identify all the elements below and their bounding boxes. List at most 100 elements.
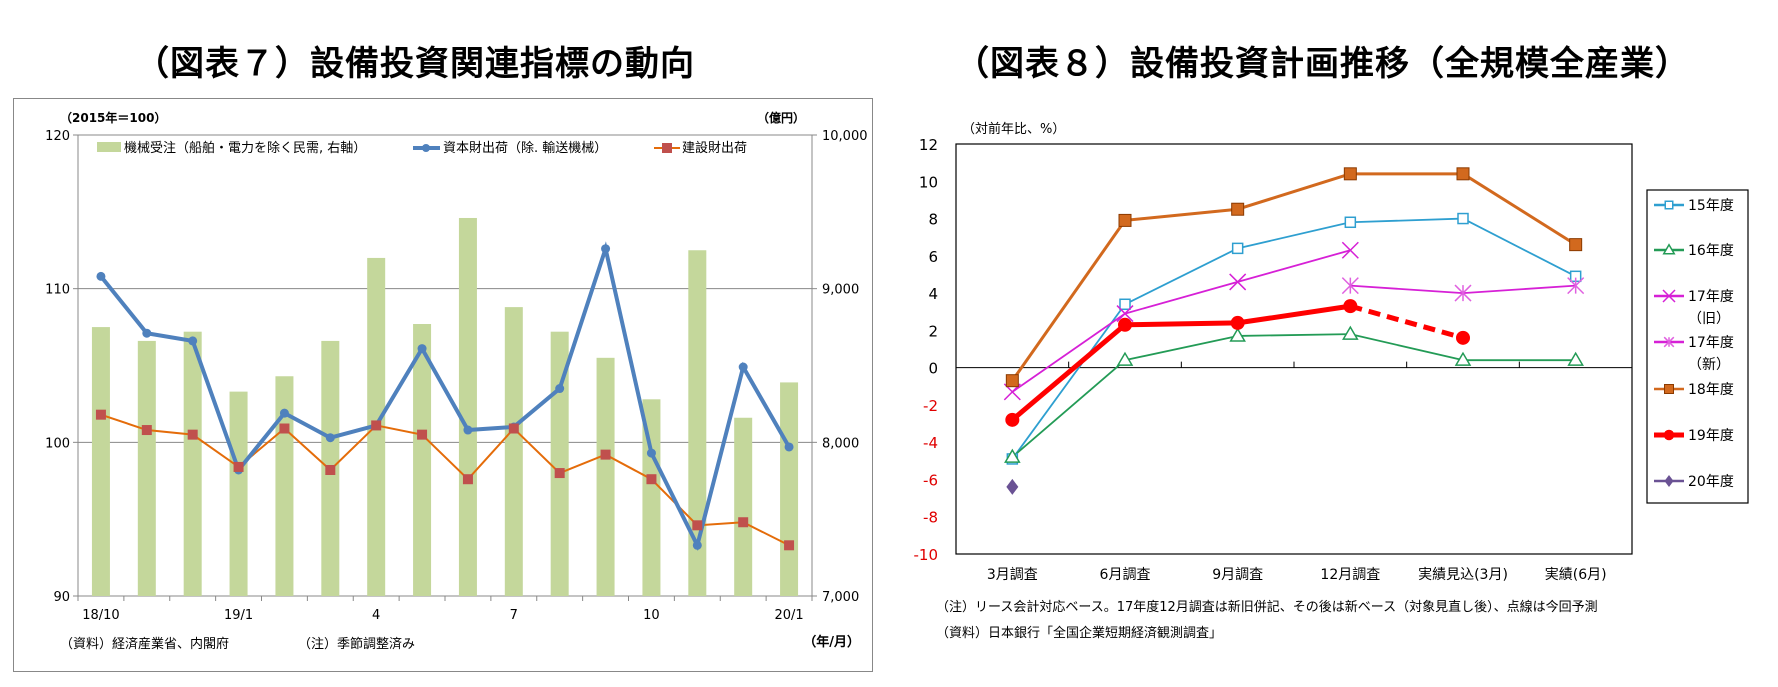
x-tick-label: 実績(6月) — [1545, 567, 1607, 583]
x-tick-label: 実績見込(3月) — [1418, 567, 1508, 583]
series-1-point — [1004, 448, 1021, 463]
series-0-point — [1457, 212, 1469, 225]
y-tick-label: 0 — [928, 360, 938, 378]
source-note: （資料）日本銀行「全国企業短期経済観測調査」 — [936, 625, 1222, 641]
y-unit-label: （対前年比、%） — [962, 121, 1065, 137]
point-capital-goods — [96, 271, 106, 281]
series-4-segment — [1462, 172, 1577, 246]
bar-machinery-orders — [688, 250, 707, 596]
line-capital-goods-shipments — [99, 241, 791, 551]
y-tick-label: -8 — [923, 509, 938, 527]
series-3-segment — [1350, 284, 1464, 294]
series-1-segment — [1350, 333, 1464, 362]
legend-marker-5 — [1663, 429, 1675, 441]
legend-label: 19年度 — [1688, 428, 1734, 444]
bar-machinery-orders — [642, 399, 661, 596]
plot-area — [955, 143, 1633, 555]
bar-machinery-orders — [183, 331, 202, 596]
point-construction — [187, 429, 198, 440]
y-tick-label: -6 — [923, 471, 938, 489]
series-5-segment — [1010, 322, 1127, 422]
point-capital-goods — [784, 442, 794, 452]
bar-machinery-orders — [596, 357, 615, 596]
bar-machinery-orders — [504, 307, 523, 596]
series-0-segment — [1011, 303, 1126, 460]
series-4-point — [1118, 213, 1132, 227]
right-unit-label: （億円） — [757, 110, 805, 125]
legend-label: 18年度 — [1688, 382, 1734, 398]
bar-machinery-orders — [229, 391, 248, 596]
series-5-point — [1230, 315, 1245, 330]
x-unit-label: （年/月） — [803, 634, 860, 650]
legend-marker-construction — [662, 143, 672, 153]
legend-label: 16年度 — [1688, 243, 1734, 259]
x-tick-label: 6月調査 — [1100, 567, 1151, 583]
legend-label: 17年度 — [1688, 335, 1734, 351]
bar-machinery-orders — [780, 382, 799, 596]
series-2-point — [1341, 241, 1359, 259]
chart7-frame — [13, 98, 873, 672]
point-construction — [600, 449, 611, 460]
bar-machinery-orders — [91, 327, 110, 596]
legend-label-machinery: 機械受注（船舶・電力を除く民需, 右軸） — [124, 140, 366, 156]
series-4-point — [1456, 167, 1470, 181]
series-3-point — [1341, 277, 1359, 295]
series-1-point — [1116, 351, 1134, 366]
bar-machinery-orders — [413, 324, 432, 596]
adjustment-note: （注）季節調整済み — [298, 636, 415, 652]
series-4-point — [1569, 238, 1583, 252]
bar-machinery-orders — [458, 217, 477, 597]
point-construction — [371, 420, 382, 431]
point-construction — [554, 468, 565, 479]
x-tick-label: 19/1 — [224, 608, 253, 623]
series-0-segment — [1124, 247, 1239, 306]
bar-machinery-orders — [137, 340, 156, 596]
point-capital-goods — [463, 425, 473, 435]
series-2-segment — [1011, 312, 1126, 393]
series-0-point — [1344, 216, 1357, 229]
series-3-point — [1567, 277, 1585, 295]
point-construction — [508, 423, 519, 434]
series-3-segment — [1462, 284, 1576, 294]
series-1-segment — [1124, 335, 1238, 362]
point-capital-goods — [555, 384, 565, 394]
series-6-point — [1006, 478, 1019, 495]
point-construction — [325, 464, 336, 475]
point-capital-goods — [325, 433, 335, 443]
series-0-segment — [1462, 217, 1577, 278]
x-tick-label: 18/10 — [82, 608, 119, 623]
x-tick-label: 20/1 — [774, 608, 803, 623]
x-tick-label: 10 — [643, 608, 660, 623]
point-construction — [141, 425, 152, 436]
x-tick-label: 12月調査 — [1320, 567, 1380, 583]
y-tick-label: 8 — [928, 211, 938, 229]
point-construction — [95, 409, 106, 420]
x-tick-label: 7 — [510, 608, 518, 623]
point-capital-goods — [279, 408, 289, 418]
right-y-tick-label: 7,000 — [822, 590, 859, 605]
legend-label: 15年度 — [1688, 198, 1734, 214]
point-capital-goods — [646, 448, 656, 458]
y-tick-label: -10 — [914, 546, 939, 564]
series-2-segment — [1237, 249, 1351, 283]
x-tick-label: 4 — [372, 608, 380, 623]
point-capital-goods — [188, 336, 198, 346]
right-y-tick-label: 10,000 — [822, 129, 868, 144]
series-5-point — [1456, 330, 1470, 345]
point-construction — [462, 474, 473, 485]
legend-label: 17年度 — [1688, 289, 1734, 305]
x-tick-label: 9月調査 — [1212, 567, 1263, 583]
left-y-tick-label: 100 — [45, 436, 70, 451]
y-tick-label: 10 — [919, 173, 938, 191]
legend-marker-0 — [1664, 200, 1674, 210]
left-unit-label: （2015年＝100） — [60, 110, 166, 125]
series-5-point — [1343, 299, 1358, 314]
chart8-title: （図表８）設備投資計画推移（全規模全産業） — [955, 44, 1690, 84]
legend-label-construction: 建設財出荷 — [682, 140, 747, 156]
series-1-point — [1342, 325, 1359, 340]
chart7-title: （図表７）設備投資関連指標の動向 — [135, 44, 695, 84]
y-tick-label: 6 — [928, 248, 938, 266]
source-note: （資料）経済産業省、内閣府 — [60, 636, 229, 652]
legend-label: （新） — [1688, 357, 1730, 373]
